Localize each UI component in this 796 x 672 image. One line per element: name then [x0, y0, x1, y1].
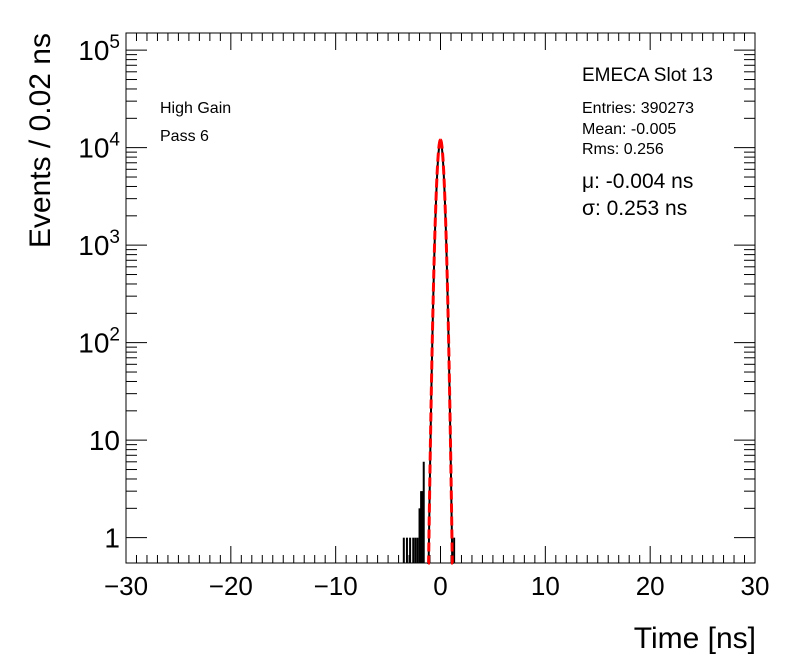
y-axis-tick-labels: 1 10 102 103 104 105 [78, 32, 120, 554]
fit-curve-right [439, 138, 454, 565]
x-axis-tick-labels: −30 −20 −10 0 10 20 30 [104, 571, 770, 601]
x-tick-label: 30 [741, 571, 770, 601]
y-axis-ticks [126, 49, 755, 539]
y-tick-label: 104 [78, 130, 120, 164]
x-tick-label: −30 [104, 571, 148, 601]
y-tick-label: 103 [78, 227, 120, 261]
y-tick-label: 1 [104, 523, 120, 554]
y-axis-label: Events / 0.02 ns [24, 33, 57, 248]
stats-rms: Rms: 0.256 [582, 141, 664, 158]
x-tick-label: 10 [531, 571, 560, 601]
x-tick-label: 0 [433, 571, 447, 601]
fit-mu-label: μ: -0.004 ns [582, 170, 693, 193]
stats-mean: Mean: -0.005 [582, 121, 676, 138]
x-axis-label: Time [ns] [634, 622, 756, 655]
y-tick-label: 102 [78, 325, 120, 359]
x-tick-label: −10 [314, 571, 358, 601]
stats-entries: Entries: 390273 [582, 100, 694, 117]
x-tick-label: 20 [636, 571, 665, 601]
chart-title: EMECA Slot 13 [582, 65, 713, 86]
y-tick-label: 10 [89, 425, 120, 456]
x-tick-label: −20 [209, 571, 253, 601]
fit-curve-left [427, 138, 442, 565]
fit-sigma-label: σ: 0.253 ns [582, 197, 687, 220]
gain-label: High Gain [160, 100, 231, 117]
gaussian-fit-series [427, 138, 454, 565]
y-tick-label: 105 [78, 32, 120, 66]
pass-label: Pass 6 [160, 128, 209, 145]
